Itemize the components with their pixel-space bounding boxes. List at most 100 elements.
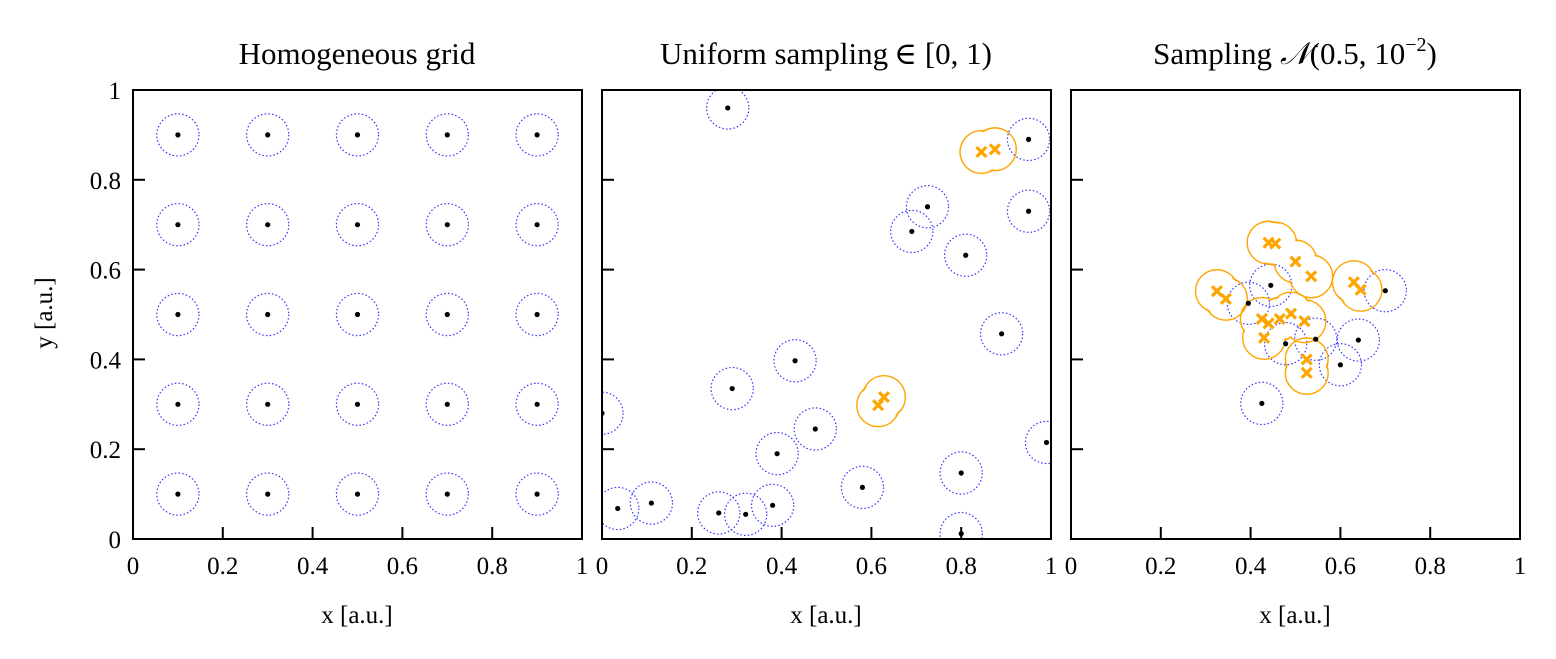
exclusion-circle bbox=[515, 382, 559, 427]
overlap-point bbox=[1262, 317, 1275, 330]
exclusion-circle bbox=[335, 382, 380, 427]
sample-point bbox=[1313, 336, 1319, 342]
overlap-cluster-outline bbox=[959, 127, 1017, 175]
sample-point bbox=[716, 510, 722, 516]
plot-frame bbox=[1070, 89, 1521, 540]
sample-point bbox=[1043, 439, 1050, 446]
exclusion-circle bbox=[1263, 321, 1308, 366]
sample-point bbox=[175, 491, 181, 497]
ticks: 0 0.2 0.4 0.6 0.8 1 bbox=[596, 178, 1057, 580]
sample-point bbox=[444, 132, 450, 138]
x-tick-label: 0.6 bbox=[856, 553, 887, 580]
exclusion-circle bbox=[602, 391, 624, 435]
overlap-point bbox=[877, 391, 891, 404]
sample-point bbox=[963, 252, 969, 258]
exclusion-circle bbox=[425, 382, 470, 427]
sample-point bbox=[648, 500, 654, 506]
exclusion-circle bbox=[1336, 318, 1381, 362]
overlap-circle bbox=[1268, 291, 1314, 336]
sample-point bbox=[812, 426, 818, 432]
y-tick-label: 1 bbox=[109, 78, 122, 105]
title-exponent: −2 bbox=[1405, 34, 1426, 56]
sample-point bbox=[354, 491, 361, 497]
sample-point bbox=[1025, 136, 1032, 142]
sample-point bbox=[265, 401, 271, 407]
overlap-circle bbox=[1203, 276, 1249, 321]
overlap-circle bbox=[1338, 267, 1383, 312]
x-tick-label: 0.6 bbox=[387, 553, 418, 580]
panel-uniform-sampling: Uniform sampling ∈ [0, 1) 0 0.2 0.4 0.6 0.8 1 … bbox=[596, 36, 1058, 629]
x-tick-label: 0.2 bbox=[676, 553, 707, 580]
exclusion-circle bbox=[335, 472, 380, 516]
exclusion-circle bbox=[515, 202, 559, 247]
exclusion-circle bbox=[793, 407, 837, 451]
exclusion-circle bbox=[515, 113, 559, 157]
sample-point bbox=[1283, 341, 1289, 347]
x-tick-label: 0.6 bbox=[1325, 553, 1356, 580]
overlap-point bbox=[1269, 237, 1282, 250]
sample-point bbox=[1382, 288, 1388, 294]
overlap-point bbox=[1284, 307, 1298, 320]
title-math: ∈ [0, 1) bbox=[894, 36, 992, 71]
overlap-point bbox=[1300, 366, 1313, 379]
y-tick-label: 0.2 bbox=[90, 437, 121, 464]
sample-point bbox=[444, 401, 450, 407]
panel-homogeneous-grid: Homogeneous grid 00 0.2 0.2 0.4 0.4 0.6 0.6 0.8… bbox=[90, 36, 589, 629]
panel-normal-sampling: Sampling 𝒩(0.5, 10−2) 0 0.2 0.4 0.6 0.8 1 x [a… bbox=[1065, 34, 1527, 629]
plot-frame bbox=[132, 89, 583, 540]
exclusion-circle bbox=[939, 451, 983, 495]
sample-point bbox=[729, 385, 735, 392]
title-prefix: Sampling bbox=[1153, 36, 1272, 71]
sample-point bbox=[725, 105, 731, 111]
overlap-circle bbox=[856, 383, 901, 428]
overlap-circle bbox=[1246, 301, 1291, 346]
overlap-point bbox=[1219, 292, 1232, 305]
exclusion-circle bbox=[629, 481, 674, 525]
overlap-circle bbox=[1194, 269, 1240, 314]
exclusion-circle bbox=[156, 202, 200, 247]
overlap-point bbox=[1273, 312, 1286, 326]
exclusion-circle bbox=[515, 292, 559, 337]
sample-point bbox=[743, 511, 749, 517]
plot-marks bbox=[1194, 220, 1408, 426]
x-axis-label: x [a.u.] bbox=[1259, 602, 1331, 629]
exclusion-circle bbox=[335, 202, 380, 247]
panel-title: Homogeneous grid bbox=[239, 36, 476, 71]
sample-point bbox=[1268, 282, 1274, 288]
sample-point bbox=[909, 228, 915, 235]
sample-point bbox=[175, 401, 181, 407]
exclusion-circle bbox=[335, 292, 380, 337]
overlap-circle bbox=[1284, 337, 1329, 382]
overlap-cluster-outline bbox=[1284, 337, 1329, 395]
plot-marks bbox=[602, 90, 1051, 539]
exclusion-circle bbox=[697, 491, 741, 535]
overlap-circle bbox=[1331, 260, 1376, 305]
exclusion-circle bbox=[943, 233, 988, 277]
exclusion-circle bbox=[1006, 117, 1051, 162]
exclusion-circle bbox=[840, 465, 885, 510]
sample-point bbox=[1337, 362, 1343, 368]
sample-point bbox=[859, 484, 866, 490]
x-tick-label: 0.4 bbox=[297, 553, 329, 580]
overlap-point bbox=[1258, 331, 1271, 344]
exclusion-circle bbox=[773, 339, 817, 383]
y-axis-label: y [a.u.] bbox=[31, 277, 58, 349]
sample-point bbox=[1355, 337, 1361, 343]
exclusion-circle bbox=[425, 472, 470, 516]
exclusion-circle bbox=[245, 292, 290, 337]
y-tick-label: 0 bbox=[109, 527, 122, 554]
exclusion-circle bbox=[939, 511, 983, 539]
sample-point bbox=[265, 491, 271, 497]
sample-point bbox=[175, 311, 181, 318]
sample-point bbox=[770, 502, 776, 508]
sample-point bbox=[615, 505, 621, 512]
exclusion-circle bbox=[245, 202, 290, 247]
overlap-circle bbox=[1284, 350, 1329, 395]
exclusion-circle bbox=[1363, 269, 1408, 313]
sample-point bbox=[444, 222, 450, 228]
sample-point bbox=[444, 491, 450, 497]
x-tick-label: 1 bbox=[576, 553, 589, 580]
sample-point bbox=[175, 132, 181, 138]
overlap-circle bbox=[1273, 239, 1318, 284]
exclusion-circle bbox=[335, 113, 380, 157]
